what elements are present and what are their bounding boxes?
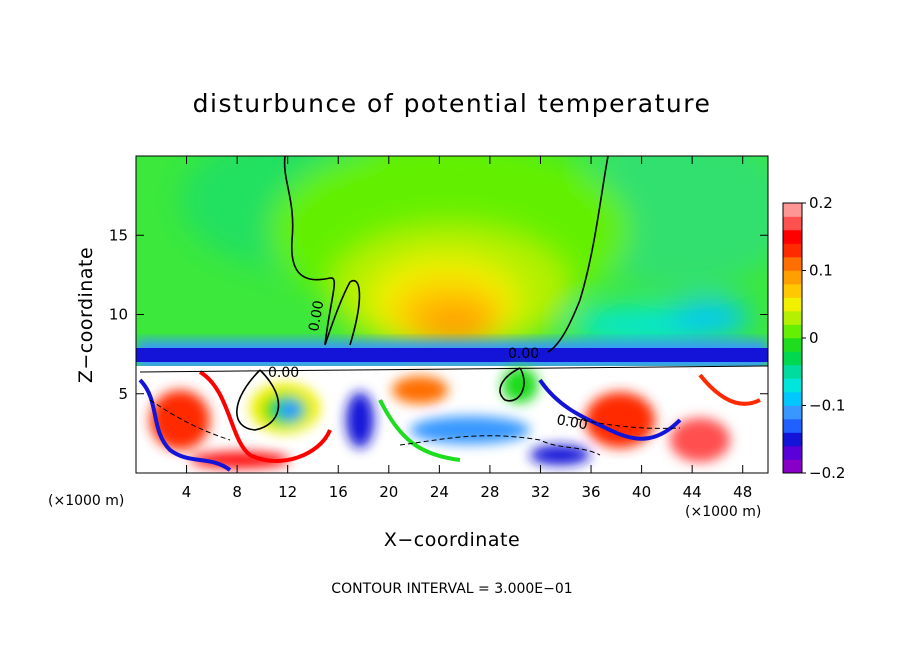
contour-label: 0.00: [268, 365, 299, 381]
x-tick-label: 44: [683, 483, 702, 501]
colorbar-segment: [783, 230, 802, 244]
colorbar-tick-label: 0.1: [809, 262, 833, 280]
colorbar: [782, 202, 803, 474]
x-tick-label: 4: [182, 483, 192, 501]
colorbar-segment: [783, 419, 802, 433]
x-tick-label: 16: [329, 483, 348, 501]
x-tick-label: 8: [232, 483, 242, 501]
contour-interval-note: CONTOUR INTERVAL = 3.000E−01: [331, 581, 572, 597]
colorbar-segment: [783, 432, 802, 447]
colorbar-segment: [783, 284, 802, 298]
contour-label: 0.00: [508, 346, 539, 362]
colorbar-segment: [783, 351, 802, 366]
colorbar-tick-label: −0.1: [809, 397, 845, 415]
x-tick-label: 12: [278, 483, 297, 501]
colorbar-segment: [783, 311, 802, 325]
colorbar-segment: [783, 378, 802, 393]
colorbar-ticks: 0.2 0.1 0 −0.1 −0.2: [802, 194, 845, 482]
contour-label: 0.00: [555, 412, 588, 433]
colorbar-segment: [783, 324, 802, 339]
x-axis-label: X−coordinate: [384, 529, 520, 551]
colorbar-tick-label: 0.2: [809, 194, 833, 212]
colorbar-segment: [783, 297, 802, 312]
plot-field: [136, 156, 768, 473]
colorbar-segment: [783, 243, 802, 258]
colorbar-segment: [783, 338, 802, 352]
colorbar-segment: [783, 203, 802, 217]
colorbar-segment: [783, 257, 802, 271]
y-tick-label: 5: [118, 385, 128, 403]
x-tick-label: 24: [430, 483, 449, 501]
y-axis-ticks: 5 10 15: [109, 226, 768, 403]
y-axis-label: Z−coordinate: [75, 247, 97, 383]
x-tick-label: 40: [632, 483, 651, 501]
colorbar-tick-label: 0: [809, 329, 819, 347]
x-unit-left: (×1000 m): [48, 493, 124, 509]
x-tick-label: 32: [531, 483, 550, 501]
x-axis-ticks: 4 8 12 16 20 24 28 32 36 40 44 48: [182, 156, 752, 501]
contour-label: 0.00: [306, 299, 327, 332]
x-tick-label: 20: [379, 483, 398, 501]
colorbar-segment: [783, 392, 802, 406]
colorbar-segment: [783, 365, 802, 379]
contour-labels: 0.00 0.00 0.00 0.00: [268, 299, 589, 433]
colorbar-segment: [783, 459, 802, 474]
x-tick-label: 36: [581, 483, 600, 501]
y-tick-label: 15: [109, 226, 128, 244]
chart-title: disturbunce of potential temperature: [193, 89, 712, 118]
x-unit-right: (×1000 m): [685, 504, 761, 520]
colorbar-segment: [783, 446, 802, 460]
colorbar-tick-label: −0.2: [809, 464, 845, 482]
colorbar-segment: [783, 216, 802, 231]
x-tick-label: 48: [733, 483, 752, 501]
y-tick-label: 10: [109, 306, 128, 324]
colorbar-segment: [783, 270, 802, 285]
colorbar-segment: [783, 405, 802, 420]
x-tick-label: 28: [480, 483, 499, 501]
